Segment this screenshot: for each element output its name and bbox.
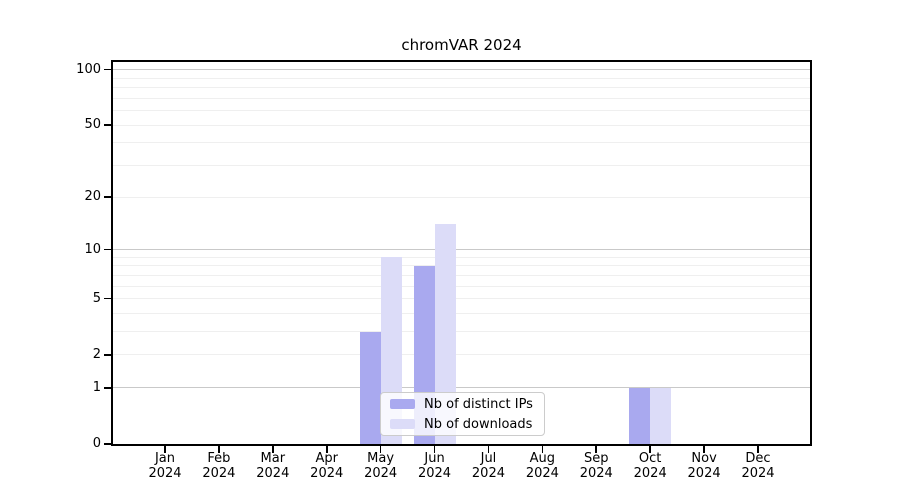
x-axis-label: Oct 2024	[615, 451, 685, 481]
x-axis-label-month: Aug	[529, 451, 556, 466]
y-axis-tick	[104, 68, 111, 71]
minor-gridline	[113, 196, 810, 198]
x-axis-label-month: Jan	[154, 451, 176, 466]
x-axis-label: Jan 2024	[130, 451, 200, 481]
minor-gridline	[113, 77, 810, 79]
minor-gridline	[113, 110, 810, 112]
minor-gridline	[113, 298, 810, 300]
minor-gridline	[113, 331, 810, 333]
legend-row: Nb of downloads	[390, 416, 535, 433]
bar-may-distinct-ips	[359, 331, 381, 444]
minor-gridline	[113, 124, 810, 126]
x-axis-label: Apr 2024	[292, 451, 362, 481]
legend-label: Nb of downloads	[424, 416, 533, 432]
x-axis-label-month: Oct	[638, 451, 662, 466]
y-axis-tick	[104, 196, 111, 198]
y-axis-label: 100	[76, 61, 101, 77]
legend-swatch-distinct-ips	[390, 399, 415, 409]
y-axis-label: 2	[92, 346, 101, 362]
x-axis-tick	[433, 446, 436, 453]
major-gridline	[113, 69, 810, 71]
x-axis-label: Nov 2024	[669, 451, 739, 481]
legend-label: Nb of distinct IPs	[424, 396, 533, 412]
bar-oct-distinct-ips	[629, 387, 651, 444]
y-axis-label: 20	[84, 189, 101, 205]
x-axis-label-year: 2024	[310, 466, 344, 481]
x-axis-tick	[703, 446, 705, 453]
x-axis-label: Jul 2024	[453, 451, 523, 481]
plot-area: Nb of distinct IPs Nb of downloads	[111, 60, 812, 446]
y-axis-label: 0	[92, 436, 101, 451]
y-axis-tick	[104, 124, 111, 126]
x-axis-tick	[541, 446, 544, 453]
x-axis-label-month: Jul	[480, 451, 497, 466]
x-axis-label-year: 2024	[417, 466, 452, 481]
x-axis-tick	[379, 446, 382, 453]
x-axis-label: Mar 2024	[238, 451, 308, 481]
x-axis-label: Sep 2024	[561, 451, 631, 481]
x-axis-tick	[164, 446, 166, 453]
x-axis-tick	[649, 446, 651, 453]
minor-gridline	[113, 274, 810, 276]
x-axis-label-year: 2024	[687, 466, 721, 481]
x-axis-label-month: Jun	[424, 451, 445, 466]
x-axis-label: Dec 2024	[723, 451, 793, 481]
y-axis-label: 10	[84, 241, 101, 257]
chart-title: chromVAR 2024	[401, 36, 522, 54]
x-axis-label: Jun 2024	[400, 451, 470, 481]
x-axis-label-year: 2024	[364, 466, 398, 481]
major-gridline	[113, 387, 810, 389]
x-axis-label-year: 2024	[202, 466, 236, 481]
x-axis-label: May 2024	[346, 451, 416, 481]
y-axis-label: 5	[92, 290, 101, 306]
y-axis-tick	[104, 248, 111, 251]
x-axis-label-month: Nov	[691, 451, 717, 466]
minor-gridline	[113, 164, 810, 166]
x-axis-label-month: Mar	[260, 451, 286, 466]
x-axis-label-year: 2024	[633, 466, 667, 481]
x-axis-tick	[218, 446, 220, 453]
major-gridline	[113, 249, 810, 250]
x-axis-label-month: Apr	[315, 451, 338, 466]
bar-oct-downloads	[650, 387, 672, 444]
x-axis-label-month: Dec	[745, 451, 771, 466]
minor-gridline	[113, 87, 810, 89]
y-axis-tick	[104, 443, 111, 445]
x-axis-tick	[595, 446, 598, 453]
x-axis-tick	[325, 446, 328, 453]
x-axis-label-month: Sep	[584, 451, 609, 466]
x-axis-tick	[757, 446, 759, 453]
x-axis-label-year: 2024	[256, 466, 290, 481]
minor-gridline	[113, 285, 810, 287]
x-axis-tick	[487, 446, 490, 453]
minor-gridline	[113, 256, 810, 258]
legend-row: Nb of distinct IPs	[390, 396, 535, 413]
minor-gridline	[113, 142, 810, 144]
x-axis-label: Aug 2024	[507, 451, 577, 481]
minor-gridline	[113, 354, 810, 356]
x-axis-label-year: 2024	[471, 466, 505, 481]
legend-swatch-downloads	[390, 419, 415, 429]
x-axis-label-year: 2024	[148, 466, 182, 481]
y-axis-label: 50	[84, 117, 101, 133]
minor-gridline	[113, 265, 810, 267]
minor-gridline	[113, 97, 810, 99]
x-axis-label-year: 2024	[579, 466, 613, 481]
y-axis-tick	[104, 297, 111, 300]
x-axis-label-year: 2024	[741, 466, 775, 481]
x-axis-label-month: Feb	[207, 451, 231, 466]
y-axis-label: 1	[92, 379, 101, 395]
bar-jun-downloads	[434, 224, 456, 444]
y-axis-tick	[104, 354, 111, 356]
x-axis-label-month: May	[367, 451, 395, 466]
legend: Nb of distinct IPs Nb of downloads	[380, 392, 545, 436]
x-axis-label: Feb 2024	[184, 451, 254, 481]
x-axis-tick	[272, 446, 274, 453]
minor-gridline	[113, 312, 810, 314]
x-axis-label-year: 2024	[525, 466, 559, 481]
y-axis-tick	[104, 386, 111, 389]
